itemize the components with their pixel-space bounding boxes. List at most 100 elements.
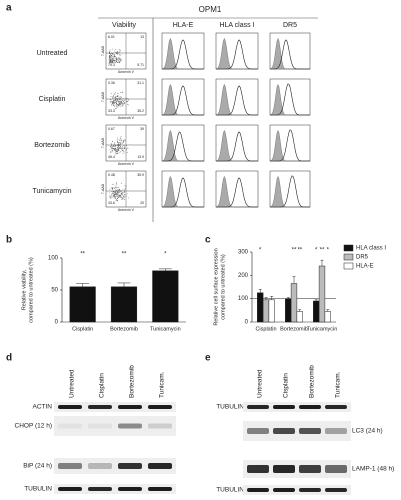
event-dot <box>111 145 112 147</box>
event-dot <box>118 51 120 53</box>
event-dot <box>116 58 118 59</box>
event-dot <box>114 194 115 196</box>
lane-label: Tunicam. <box>335 371 342 398</box>
event-dot <box>114 50 115 52</box>
event-dot <box>117 192 119 194</box>
significance: ** <box>297 248 302 254</box>
event-dot <box>126 103 128 105</box>
event-dot <box>122 147 124 149</box>
event-dot <box>118 144 120 145</box>
event-dot <box>124 194 126 196</box>
event-dot <box>120 58 121 60</box>
event-dot <box>117 150 118 152</box>
event-dot <box>120 196 122 198</box>
event-dot <box>114 152 116 153</box>
event-dot <box>115 96 116 98</box>
bar <box>285 298 292 323</box>
event-dot <box>116 59 117 61</box>
lane-label: Cisplatin <box>283 373 290 398</box>
band <box>148 487 172 491</box>
event-dot <box>111 61 113 63</box>
band <box>118 405 142 409</box>
event-dot <box>117 191 119 192</box>
isotype-histogram <box>161 37 204 70</box>
event-dot <box>113 195 114 197</box>
event-dot <box>120 151 122 152</box>
event-dot <box>121 150 123 152</box>
event-dot <box>116 137 118 139</box>
event-dot <box>123 151 124 153</box>
event-dot <box>116 53 117 55</box>
event-dot <box>116 140 118 142</box>
event-dot <box>118 150 119 152</box>
isotype-histogram <box>269 129 310 162</box>
event-dot <box>127 101 128 102</box>
event-dot <box>124 145 125 147</box>
event-dot <box>112 189 113 191</box>
x-tick-label: Cisplatin <box>72 326 93 332</box>
event-dot <box>124 139 125 141</box>
event-dot <box>112 53 114 55</box>
event-dot <box>114 60 116 61</box>
event-dot <box>120 106 122 107</box>
event-dot <box>116 194 118 196</box>
event-dot <box>108 57 110 59</box>
event-dot <box>123 104 124 106</box>
event-dot <box>114 103 115 104</box>
panel-label: d <box>6 353 12 364</box>
event-dot <box>118 58 120 59</box>
event-dot <box>113 148 114 149</box>
event-dot <box>118 145 120 147</box>
event-dot <box>116 96 118 98</box>
quadrant-value: 31.1 <box>137 81 144 85</box>
event-dot <box>112 48 114 50</box>
event-dot <box>124 103 125 105</box>
event-dot <box>114 142 116 144</box>
event-dot <box>109 55 110 57</box>
legend-label: HLA class I <box>356 246 386 252</box>
event-dot <box>118 195 120 196</box>
event-dot <box>118 103 120 105</box>
event-dot <box>116 182 118 184</box>
event-dot <box>115 195 117 197</box>
event-dot <box>116 198 118 200</box>
x-tick-label: Bortezomib <box>110 326 138 332</box>
band <box>118 423 142 429</box>
blot-label: LAMP-1 (48 h) <box>352 466 394 473</box>
event-dot <box>111 187 113 189</box>
band <box>247 405 269 409</box>
isotype-histogram <box>269 83 310 116</box>
event-dot <box>124 189 126 190</box>
event-dot <box>113 148 115 150</box>
event-dot <box>114 106 116 108</box>
band <box>299 488 321 492</box>
band <box>118 487 142 491</box>
stain-histogram <box>270 83 310 116</box>
event-dot <box>110 61 112 63</box>
lane-label: Tunicam. <box>159 371 166 398</box>
event-dot <box>117 148 119 150</box>
event-dot <box>125 140 126 142</box>
event-dot <box>118 188 120 190</box>
event-dot <box>118 190 120 191</box>
legend-swatch <box>343 253 354 261</box>
event-dot <box>112 148 114 150</box>
event-dot <box>110 147 112 148</box>
lane-label: Untreated <box>257 369 264 398</box>
quadrant-value: 6.01 <box>108 35 115 39</box>
event-dot <box>110 53 112 54</box>
isotype-histogram <box>161 175 204 208</box>
band <box>299 465 321 473</box>
blot-label: BiP (24 h) <box>23 463 52 470</box>
bar <box>110 286 138 323</box>
event-dot <box>113 57 115 58</box>
bar <box>152 270 179 323</box>
band <box>88 463 112 469</box>
event-dot <box>113 144 115 145</box>
event-dot <box>116 194 117 196</box>
event-dot <box>116 187 118 189</box>
event-dot <box>118 95 120 97</box>
event-dot <box>115 108 116 110</box>
event-dot <box>119 61 120 63</box>
x-tick-label: Cisplatin <box>255 326 276 332</box>
